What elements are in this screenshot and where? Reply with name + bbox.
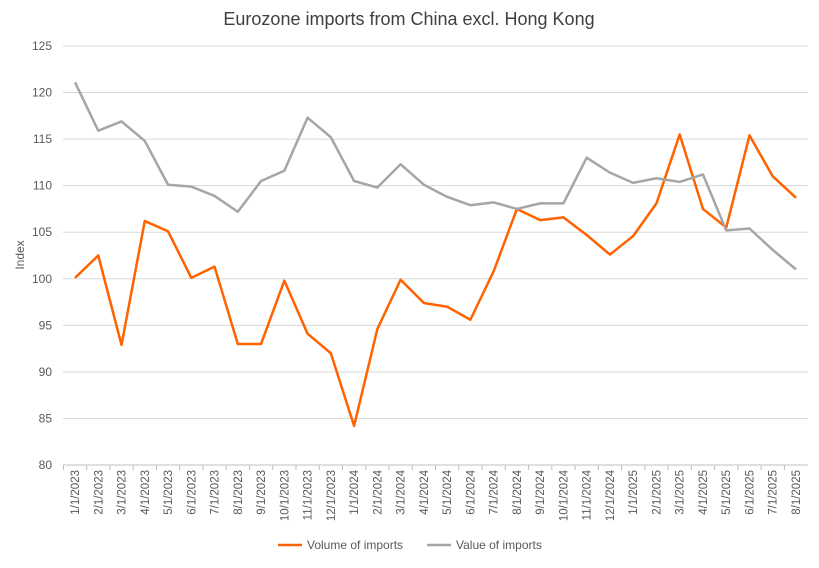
x-tick-label: 7/1/2025 (768, 470, 780, 515)
x-tick-label: 2/1/2024 (372, 469, 384, 514)
x-tick-label: 5/1/2023 (163, 470, 175, 515)
y-axis-label: Index (13, 240, 27, 269)
y-tick-label: 120 (32, 86, 52, 100)
x-tick-label: 12/1/2023 (326, 470, 338, 521)
x-tick-label: 8/1/2023 (233, 470, 245, 515)
x-tick-label: 4/1/2025 (698, 470, 710, 515)
x-tick-label: 1/1/2024 (349, 469, 361, 514)
chart-title: Eurozone imports from China excl. Hong K… (223, 9, 594, 29)
y-tick-label: 115 (33, 132, 52, 146)
y-tick-label: 105 (32, 225, 52, 239)
x-tick-label: 7/1/2024 (489, 469, 501, 514)
x-tick-label: 7/1/2023 (210, 470, 222, 515)
legend-label: Value of imports (456, 538, 542, 552)
x-tick-label: 12/1/2024 (605, 469, 617, 521)
x-tick-label: 4/1/2023 (140, 470, 152, 515)
x-tick-label: 9/1/2023 (256, 470, 268, 515)
y-tick-label: 110 (33, 179, 52, 193)
x-tick-label: 1/1/2023 (70, 470, 82, 515)
x-tick-label: 11/1/2024 (582, 469, 594, 520)
y-tick-label: 80 (39, 458, 53, 472)
x-tick-label: 10/1/2023 (279, 470, 291, 521)
legend-label: Volume of imports (307, 538, 403, 552)
x-tick-label: 9/1/2024 (535, 469, 547, 514)
x-tick-label: 5/1/2024 (442, 469, 454, 514)
x-tick-label: 6/1/2024 (465, 469, 477, 514)
x-tick-label: 8/1/2025 (791, 470, 803, 515)
x-tick-label: 8/1/2024 (512, 469, 524, 514)
x-tick-label: 10/1/2024 (558, 469, 570, 521)
x-tick-label: 3/1/2025 (675, 470, 687, 515)
x-tick-label: 1/1/2025 (628, 470, 640, 515)
y-tick-label: 85 (39, 411, 53, 425)
x-tick-label: 2/1/2025 (651, 470, 663, 515)
x-tick-label: 3/1/2024 (396, 469, 408, 514)
series-line-value (75, 82, 796, 269)
y-tick-label: 125 (32, 39, 52, 53)
x-tick-label: 4/1/2024 (419, 469, 431, 514)
y-tick-label: 100 (32, 272, 52, 286)
x-tick-label: 3/1/2023 (117, 470, 129, 515)
x-tick-label: 6/1/2023 (186, 470, 198, 515)
y-tick-label: 95 (39, 318, 53, 332)
x-tick-label: 11/1/2023 (303, 470, 315, 520)
x-tick-label: 6/1/2025 (744, 470, 756, 515)
x-tick-label: 5/1/2025 (721, 470, 733, 515)
x-tick-label: 2/1/2023 (93, 470, 105, 515)
y-tick-label: 90 (39, 365, 53, 379)
